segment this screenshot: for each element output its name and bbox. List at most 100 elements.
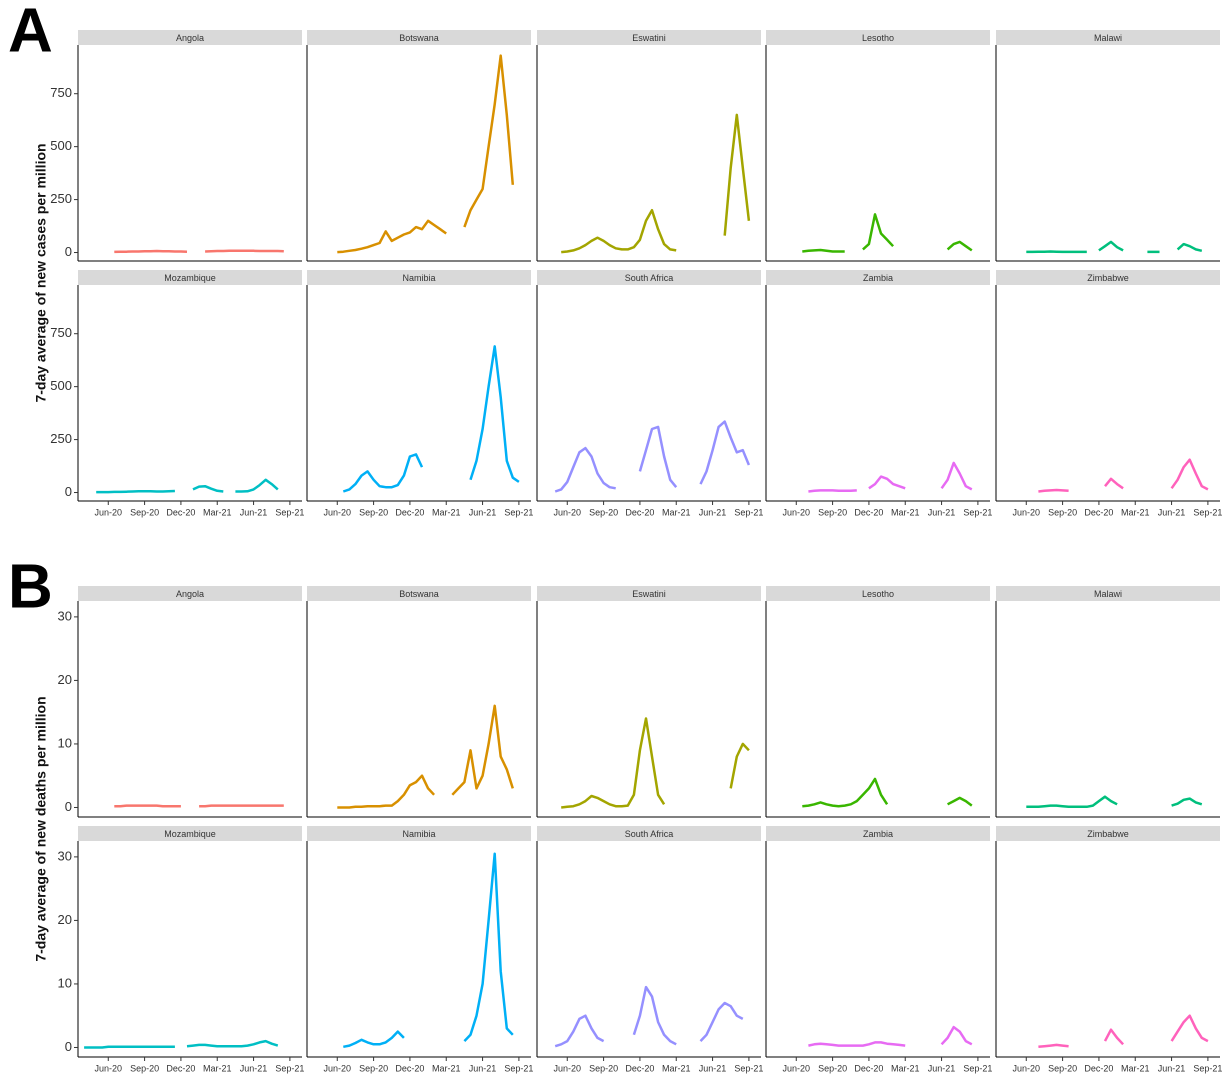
series-line (337, 704, 514, 809)
x-tick-label: Dec-20 (854, 507, 883, 517)
x-tick-label: Dec-20 (166, 1063, 195, 1073)
x-tick-label: Mar-21 (1121, 507, 1150, 517)
x-tick-label: Mar-21 (203, 507, 232, 517)
series-line (802, 213, 973, 253)
x-tick-label: Sep-21 (1193, 1063, 1222, 1073)
x-tick-label: Sep-20 (818, 507, 847, 517)
x-tick-label: Sep-20 (1048, 507, 1077, 517)
x-tick-label: Mar-21 (432, 1063, 461, 1073)
x-tick-label: Mar-21 (1121, 1063, 1150, 1073)
x-tick-label: Sep-20 (1048, 1063, 1077, 1073)
x-tick-label: Dec-20 (625, 507, 654, 517)
facet-title: Mozambique (164, 273, 216, 283)
y-axis-label: 7-day average of new deaths per million (33, 696, 49, 961)
facet-strip (307, 270, 531, 285)
series-line (337, 54, 515, 254)
facet-strip (78, 826, 302, 841)
facet-strip (537, 30, 761, 45)
x-tick-label: Jun-21 (240, 507, 268, 517)
y-tick-label: 250 (50, 431, 72, 446)
series-line (114, 249, 284, 254)
facet-strip (766, 270, 990, 285)
series-line (554, 985, 744, 1048)
x-tick-label: Sep-21 (275, 1063, 304, 1073)
facet-strip (78, 270, 302, 285)
facet-strip (996, 270, 1220, 285)
x-tick-label: Sep-21 (275, 507, 304, 517)
facet-strip (537, 270, 761, 285)
series-line (1026, 240, 1203, 254)
x-tick-label: Jun-20 (324, 507, 352, 517)
x-tick-label: Jun-20 (554, 1063, 582, 1073)
x-tick-label: Jun-21 (240, 1063, 268, 1073)
y-tick-label: 0 (65, 1039, 72, 1054)
series-line (561, 717, 750, 809)
x-tick-label: Jun-21 (469, 507, 497, 517)
x-tick-label: Mar-21 (203, 1063, 232, 1073)
x-tick-label: Mar-21 (891, 507, 920, 517)
x-tick-label: Jun-20 (95, 507, 123, 517)
x-tick-label: Mar-21 (891, 1063, 920, 1073)
x-tick-label: Jun-21 (1158, 507, 1186, 517)
facet-strip (996, 826, 1220, 841)
x-tick-label: Dec-20 (166, 507, 195, 517)
facet-strip (537, 826, 761, 841)
x-tick-label: Dec-20 (625, 1063, 654, 1073)
facet-strip (766, 30, 990, 45)
x-tick-label: Dec-20 (1084, 507, 1113, 517)
series-line (808, 1025, 973, 1047)
series-line (342, 345, 520, 493)
y-tick-label: 30 (58, 848, 72, 863)
facet-title: Zimbabwe (1087, 273, 1129, 283)
x-tick-label: Jun-21 (1158, 1063, 1186, 1073)
x-tick-label: Sep-21 (734, 507, 763, 517)
panel-label: B (8, 552, 53, 621)
facet-title: Botswana (399, 589, 439, 599)
facet-title: Eswatini (632, 33, 666, 43)
facet-strip (307, 586, 531, 601)
facet-strip (307, 826, 531, 841)
y-tick-label: 750 (50, 85, 72, 100)
facet-strip (766, 586, 990, 601)
y-tick-label: 500 (50, 378, 72, 393)
x-tick-label: Sep-21 (963, 1063, 992, 1073)
series-line (1038, 1014, 1209, 1049)
panel-label: A (8, 0, 53, 65)
series-line (561, 113, 751, 254)
facet-title: Angola (176, 589, 204, 599)
x-tick-label: Jun-21 (928, 507, 956, 517)
facet-title: Botswana (399, 33, 439, 43)
x-tick-label: Jun-20 (95, 1063, 123, 1073)
facet-title: Eswatini (632, 589, 666, 599)
facet-title: Lesotho (862, 589, 894, 599)
x-tick-label: Sep-20 (130, 507, 159, 517)
y-tick-label: 500 (50, 138, 72, 153)
x-tick-label: Mar-21 (432, 507, 461, 517)
facet-title: Zimbabwe (1087, 829, 1129, 839)
facet-strip (78, 30, 302, 45)
facet-title: Namibia (402, 273, 435, 283)
x-tick-label: Jun-21 (699, 1063, 727, 1073)
y-tick-label: 10 (58, 735, 72, 750)
facet-title: Zambia (863, 829, 893, 839)
x-tick-label: Sep-20 (818, 1063, 847, 1073)
x-tick-label: Sep-20 (589, 507, 618, 517)
x-tick-label: Dec-20 (1084, 1063, 1113, 1073)
facet-strip (78, 586, 302, 601)
x-tick-label: Jun-21 (469, 1063, 497, 1073)
x-tick-label: Jun-20 (783, 1063, 811, 1073)
x-tick-label: Jun-21 (699, 507, 727, 517)
x-tick-label: Sep-20 (359, 1063, 388, 1073)
x-tick-label: Jun-20 (1013, 1063, 1041, 1073)
series-line (1026, 795, 1203, 809)
y-tick-label: 20 (58, 672, 72, 687)
facet-title: Angola (176, 33, 204, 43)
x-tick-label: Dec-20 (395, 1063, 424, 1073)
x-tick-label: Sep-21 (734, 1063, 763, 1073)
facet-title: Namibia (402, 829, 435, 839)
facet-title: Malawi (1094, 589, 1122, 599)
x-tick-label: Sep-21 (504, 1063, 533, 1073)
facet-strip (307, 30, 531, 45)
